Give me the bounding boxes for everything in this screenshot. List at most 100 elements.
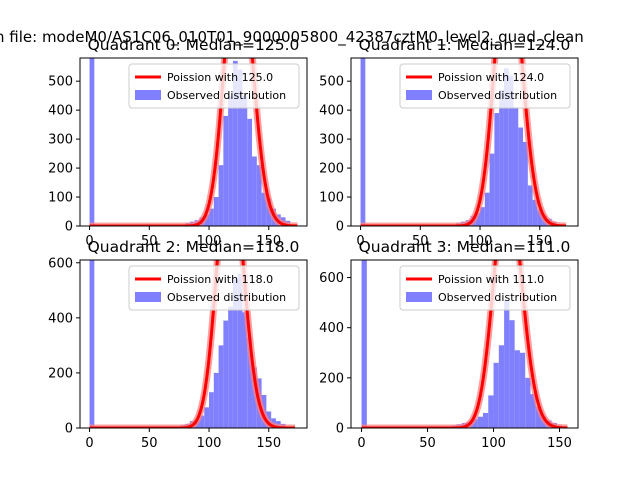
histogram-bar: [504, 300, 510, 428]
quadrant-3-axes-frame: [350, 259, 579, 429]
y-tick-label: 400: [319, 104, 344, 119]
histogram-bar: [508, 75, 514, 226]
histogram-bar: [228, 95, 233, 226]
histogram-bar: [204, 407, 210, 428]
histogram-bar: [519, 352, 526, 428]
x-tick-label: 150: [256, 234, 281, 249]
y-tick-label: 400: [48, 104, 73, 119]
histogram-bar: [89, 58, 95, 226]
quadrant-0-panel: 0 50 100 150 0 100 200 300 400 500 Quadrant 0: Med…: [48, 36, 308, 249]
y-tick-label: 500: [319, 75, 344, 90]
histogram-bar: [518, 127, 524, 226]
legend-label-poisson: Poission with 111.0: [438, 273, 544, 286]
y-tick-label: 300: [319, 133, 344, 148]
quadrant-3-panel: 0 50 100 150 0 200 400 600 Quadrant 3: Median=11…: [319, 238, 579, 451]
y-tick-label: 600: [319, 271, 344, 286]
histogram-bar: [361, 260, 367, 428]
y-tick-label: 0: [336, 220, 344, 235]
y-tick-label: 600: [48, 256, 73, 271]
x-tick-label: 0: [85, 436, 93, 451]
histogram-bar: [513, 107, 519, 226]
histogram-bar: [514, 350, 520, 428]
quadrant-1-title: Quadrant 1: Median=124.0: [359, 36, 571, 54]
histogram-bar: [232, 60, 238, 226]
histogram-bar: [252, 156, 257, 226]
y-tick-label: 200: [319, 371, 344, 386]
quadrant-2-axes-frame: [79, 259, 308, 429]
y-tick-label: 400: [319, 321, 344, 336]
quadrant-0-plot-area: [87, 58, 300, 226]
x-tick-label: 50: [412, 234, 429, 249]
x-tick-label: 100: [481, 436, 506, 451]
x-tick-label: 50: [141, 234, 158, 249]
histogram-bar: [228, 306, 233, 428]
histogram-bar: [537, 210, 543, 226]
quadrant-2-plot-area: [87, 260, 298, 428]
histogram-bar: [532, 199, 538, 226]
x-tick-label: 150: [527, 234, 552, 249]
histogram-bar: [523, 142, 528, 226]
quadrant-3-plot-area: [359, 260, 570, 428]
histogram-bar: [218, 165, 224, 226]
histogram-bar: [256, 165, 262, 226]
quadrant-2-title: Quadrant 2: Median=118.0: [88, 238, 300, 256]
histogram-bar: [530, 394, 536, 428]
histogram-bar: [535, 406, 542, 428]
histogram-bar: [484, 192, 490, 226]
x-tick-label: 0: [356, 234, 364, 249]
histogram-bar: [488, 395, 494, 428]
y-tick-label: 200: [48, 366, 73, 381]
legend-box: [399, 63, 571, 109]
histogram-bar: [489, 153, 495, 226]
y-tick-label: 200: [319, 162, 344, 177]
x-tick-label: 150: [547, 436, 572, 451]
legend-box: [128, 63, 300, 109]
histogram-bar: [209, 208, 214, 226]
histogram-bar: [252, 367, 257, 428]
poisson-curve: [89, 58, 298, 226]
legend-label-poisson: Poission with 118.0: [167, 273, 273, 286]
histogram-bar: [237, 273, 243, 428]
y-tick-label: 0: [65, 220, 73, 235]
histogram-bar: [218, 345, 224, 428]
legend-label-observed: Observed distribution: [167, 291, 286, 304]
histogram-bar: [493, 362, 499, 428]
histogram-bar: [247, 118, 253, 226]
histogram-bar: [261, 192, 267, 226]
y-tick-label: 400: [48, 311, 73, 326]
quadrant-1-panel: 0 50 100 150 0 100 200 300 400 500 Quadrant 1: Med…: [319, 36, 579, 249]
y-tick-label: 0: [65, 422, 73, 437]
histogram-bar: [232, 279, 238, 428]
histogram-bar: [209, 392, 214, 428]
histogram-bar: [480, 207, 485, 226]
histogram-bar: [242, 95, 248, 226]
histogram-bar: [89, 260, 95, 428]
poisson-curve: [361, 260, 568, 428]
x-tick-label: 50: [419, 436, 436, 451]
legend-patch-swatch: [135, 292, 161, 302]
histogram-bar: [525, 377, 531, 428]
legend-label-observed: Observed distribution: [438, 89, 557, 102]
quadrant-0-title: Quadrant 0: Median=125.0: [88, 36, 300, 54]
histogram-bar: [499, 89, 504, 226]
quadrant-0-axes-frame: [79, 57, 308, 227]
legend-patch-swatch: [406, 292, 432, 302]
x-tick-label: 150: [256, 436, 281, 451]
histogram-bar: [527, 185, 533, 226]
histogram-bar: [503, 68, 509, 226]
quadrant-1-axes-frame: [350, 57, 579, 227]
quadrant-3-title: Quadrant 3: Median=111.0: [359, 238, 571, 256]
histogram-bar: [482, 412, 489, 428]
x-tick-label: 50: [141, 436, 158, 451]
histogram-bar: [498, 345, 505, 428]
y-tick-label: 500: [48, 75, 73, 90]
y-tick-label: 200: [48, 162, 73, 177]
legend-box: [128, 265, 300, 311]
histogram-bar: [223, 320, 229, 428]
histogram-bar: [242, 312, 248, 428]
legend-box: [399, 265, 571, 311]
x-tick-label: 100: [197, 234, 222, 249]
histogram-bar: [477, 416, 483, 428]
figure-suptitle: n file: modeM0/AS1C06_010T01_9000005800_…: [0, 28, 584, 47]
